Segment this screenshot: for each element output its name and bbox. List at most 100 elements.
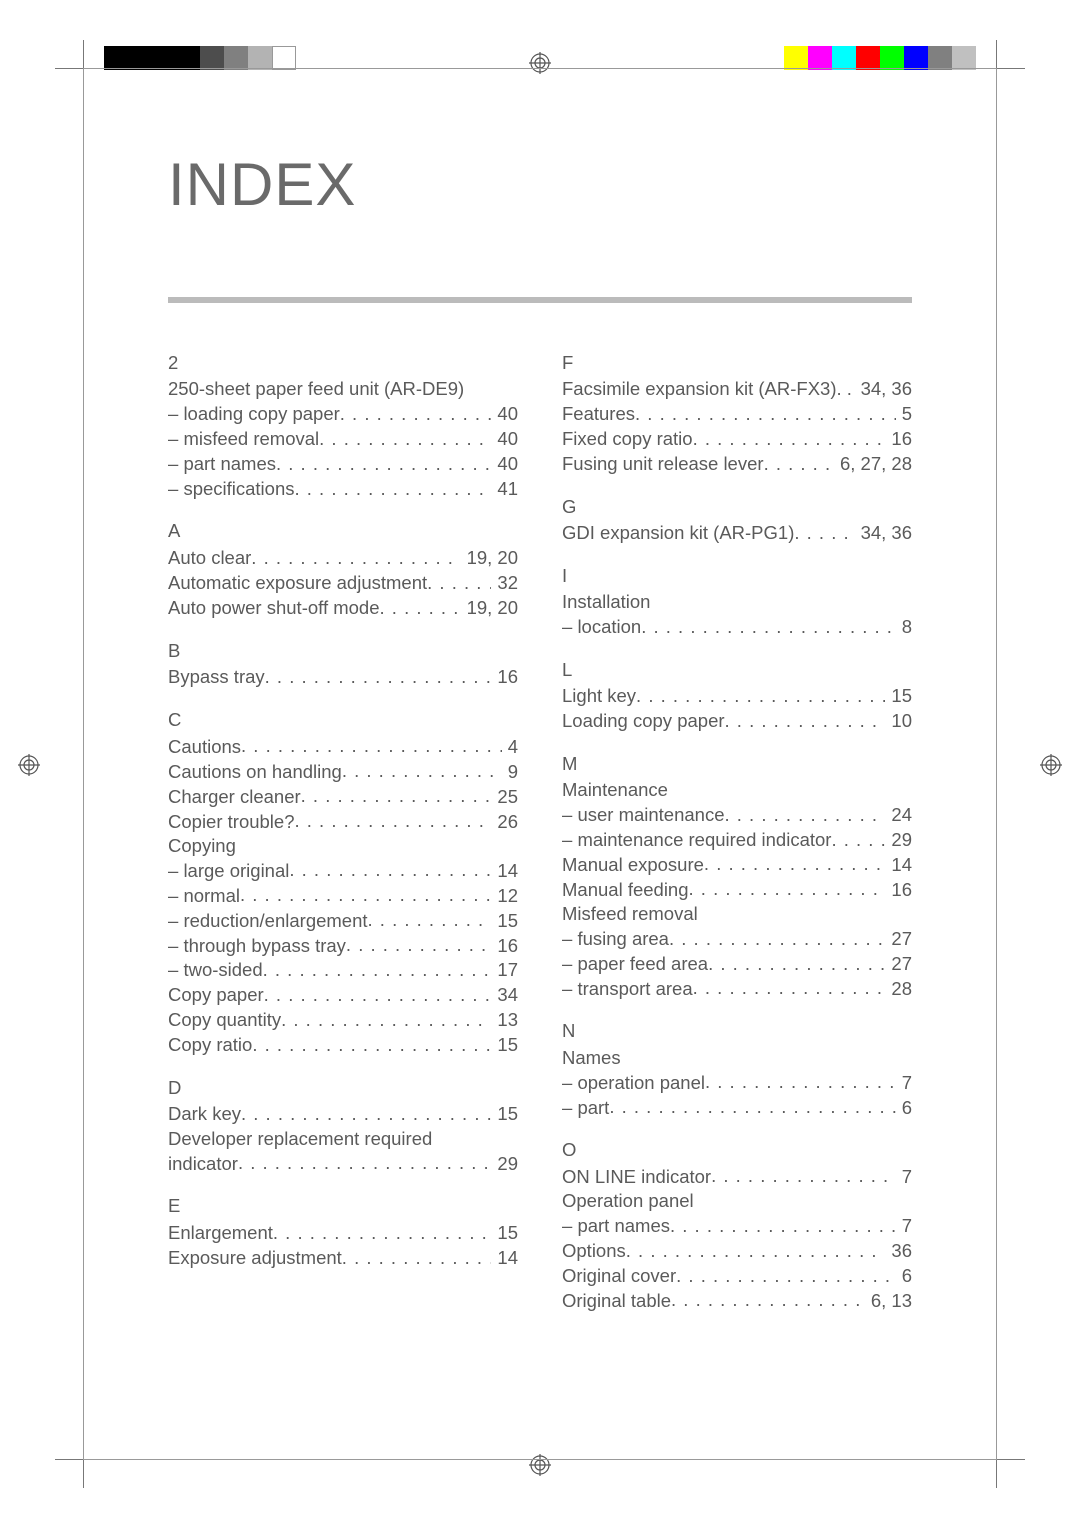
index-entry: loading copy paper40 (168, 402, 518, 427)
color-swatch (272, 46, 296, 70)
index-entry: Bypass tray16 (168, 665, 518, 690)
index-entry: part names40 (168, 452, 518, 477)
index-entry: Options36 (562, 1239, 912, 1264)
index-letter: F (562, 351, 912, 375)
index-entry: Dark key 15 (168, 1102, 518, 1127)
color-swatch (128, 46, 152, 70)
dots (704, 852, 886, 871)
index-section: GGDI expansion kit (AR-PG1)34, 36 (562, 495, 912, 546)
index-entry-label: Dark key (168, 1102, 241, 1126)
dots (711, 1164, 896, 1183)
dots (368, 908, 492, 927)
index-entry-label: Options (562, 1239, 626, 1263)
index-section: FFacsimile expansion kit (AR-FX3) . . 34… (562, 351, 912, 477)
index-entry: normal12 (168, 883, 518, 908)
index-entry-label: large original (168, 859, 289, 883)
index-entry: Original cover6 (562, 1264, 912, 1289)
index-entry: Auto clear19, 20 (168, 546, 518, 571)
index-entry-label: transport area (562, 977, 693, 1001)
index-entry-page: 29 (885, 828, 912, 852)
index-entry: Copy ratio15 (168, 1033, 518, 1058)
dots (626, 1239, 886, 1258)
dots (265, 665, 492, 684)
index-entry-page: 6, 13 (865, 1289, 912, 1313)
dots (636, 684, 885, 703)
index-entry-label: Copy ratio (168, 1033, 252, 1057)
color-swatch (248, 46, 272, 70)
index-section: CCautions4Cautions on handling9Charger c… (168, 708, 518, 1058)
index-entry-label: ON LINE indicator (562, 1165, 711, 1189)
index-entry: Installation (562, 590, 912, 614)
index-entry-label: Light key (562, 684, 636, 708)
index-entry: indicator29 (168, 1151, 518, 1176)
dots (263, 958, 492, 977)
index-entry-label: Copying (168, 834, 236, 858)
index-entry-label: normal (168, 884, 240, 908)
index-entry-page: 27 (885, 927, 912, 951)
color-swatch (832, 46, 856, 70)
index-entry-label: Fixed copy ratio (562, 427, 693, 451)
index-entry: Light key 15 (562, 684, 912, 709)
index-entry-label: Loading copy paper (562, 709, 725, 733)
dots (241, 1102, 491, 1121)
dots (273, 1221, 492, 1240)
index-entry: Auto power shut-off mode19, 20 (168, 596, 518, 621)
index-entry-page: 15 (491, 1102, 518, 1126)
dots (342, 759, 502, 778)
index-section: IInstallationlocation8 (562, 564, 912, 640)
index-entry-page: 8 (896, 615, 912, 639)
dots (708, 952, 885, 971)
dots (705, 1070, 896, 1089)
color-swatch (880, 46, 904, 70)
index-entry-label: Enlargement (168, 1221, 273, 1245)
dots (295, 809, 492, 828)
index-entry-label: Auto power shut-off mode (168, 596, 380, 620)
index-entry: Automatic exposure adjustment32 (168, 571, 518, 596)
index-entry-page: 5 (896, 402, 912, 426)
index-entry: paper feed area27 (562, 952, 912, 977)
dots (689, 877, 886, 896)
index-entry-page: 7 (896, 1071, 912, 1095)
index-entry-page: 32 (491, 571, 518, 595)
index-entry-label: Original cover (562, 1264, 676, 1288)
title-block: INDEX (168, 150, 912, 303)
index-entry: 250-sheet paper feed unit (AR-DE9) (168, 377, 518, 401)
index-letter: 2 (168, 351, 518, 375)
dots (241, 734, 502, 753)
index-entry-label: Fusing unit release lever (562, 452, 764, 476)
dots (319, 427, 491, 446)
index-section: DDark key15Developer replacement require… (168, 1076, 518, 1177)
dots (301, 784, 492, 803)
index-entry-page: 15 (885, 684, 912, 708)
index-entry-page: 6 (896, 1096, 912, 1120)
dots (427, 571, 491, 590)
index-entry-label: fusing area (562, 927, 669, 951)
title-rule (168, 297, 912, 303)
index-entry: specifications 41 (168, 477, 518, 502)
dots (340, 402, 492, 421)
dots (264, 983, 492, 1002)
dots (289, 858, 491, 877)
dots (693, 976, 886, 995)
dots (251, 546, 460, 565)
index-letter: E (168, 1194, 518, 1218)
dots (295, 477, 492, 496)
index-entry-page: 40 (491, 452, 518, 476)
index-entry-label: specifications (168, 477, 295, 501)
index-entry-page: 41 (491, 477, 518, 501)
index-entry-page: 25 (491, 785, 518, 809)
index-entry-label: maintenance required indicator (562, 828, 831, 852)
index-columns: 2250-sheet paper feed unit (AR-DE9)loadi… (168, 351, 912, 1331)
index-entry-label: part (562, 1096, 609, 1120)
dots (276, 452, 491, 471)
index-entry: Cautions on handling9 (168, 759, 518, 784)
index-entry: Loading copy paper10 (562, 709, 912, 734)
index-entry: Fusing unit release lever6, 27, 28 (562, 452, 912, 477)
index-entry: Exposure adjustment14 (168, 1246, 518, 1271)
color-swatch (176, 46, 200, 70)
index-letter: N (562, 1019, 912, 1043)
index-entry: Original table6, 13 (562, 1288, 912, 1313)
index-entry-page: 9 (502, 760, 518, 784)
index-section: NNamesoperation panel7part6 (562, 1019, 912, 1120)
index-entry-label: Maintenance (562, 778, 668, 802)
